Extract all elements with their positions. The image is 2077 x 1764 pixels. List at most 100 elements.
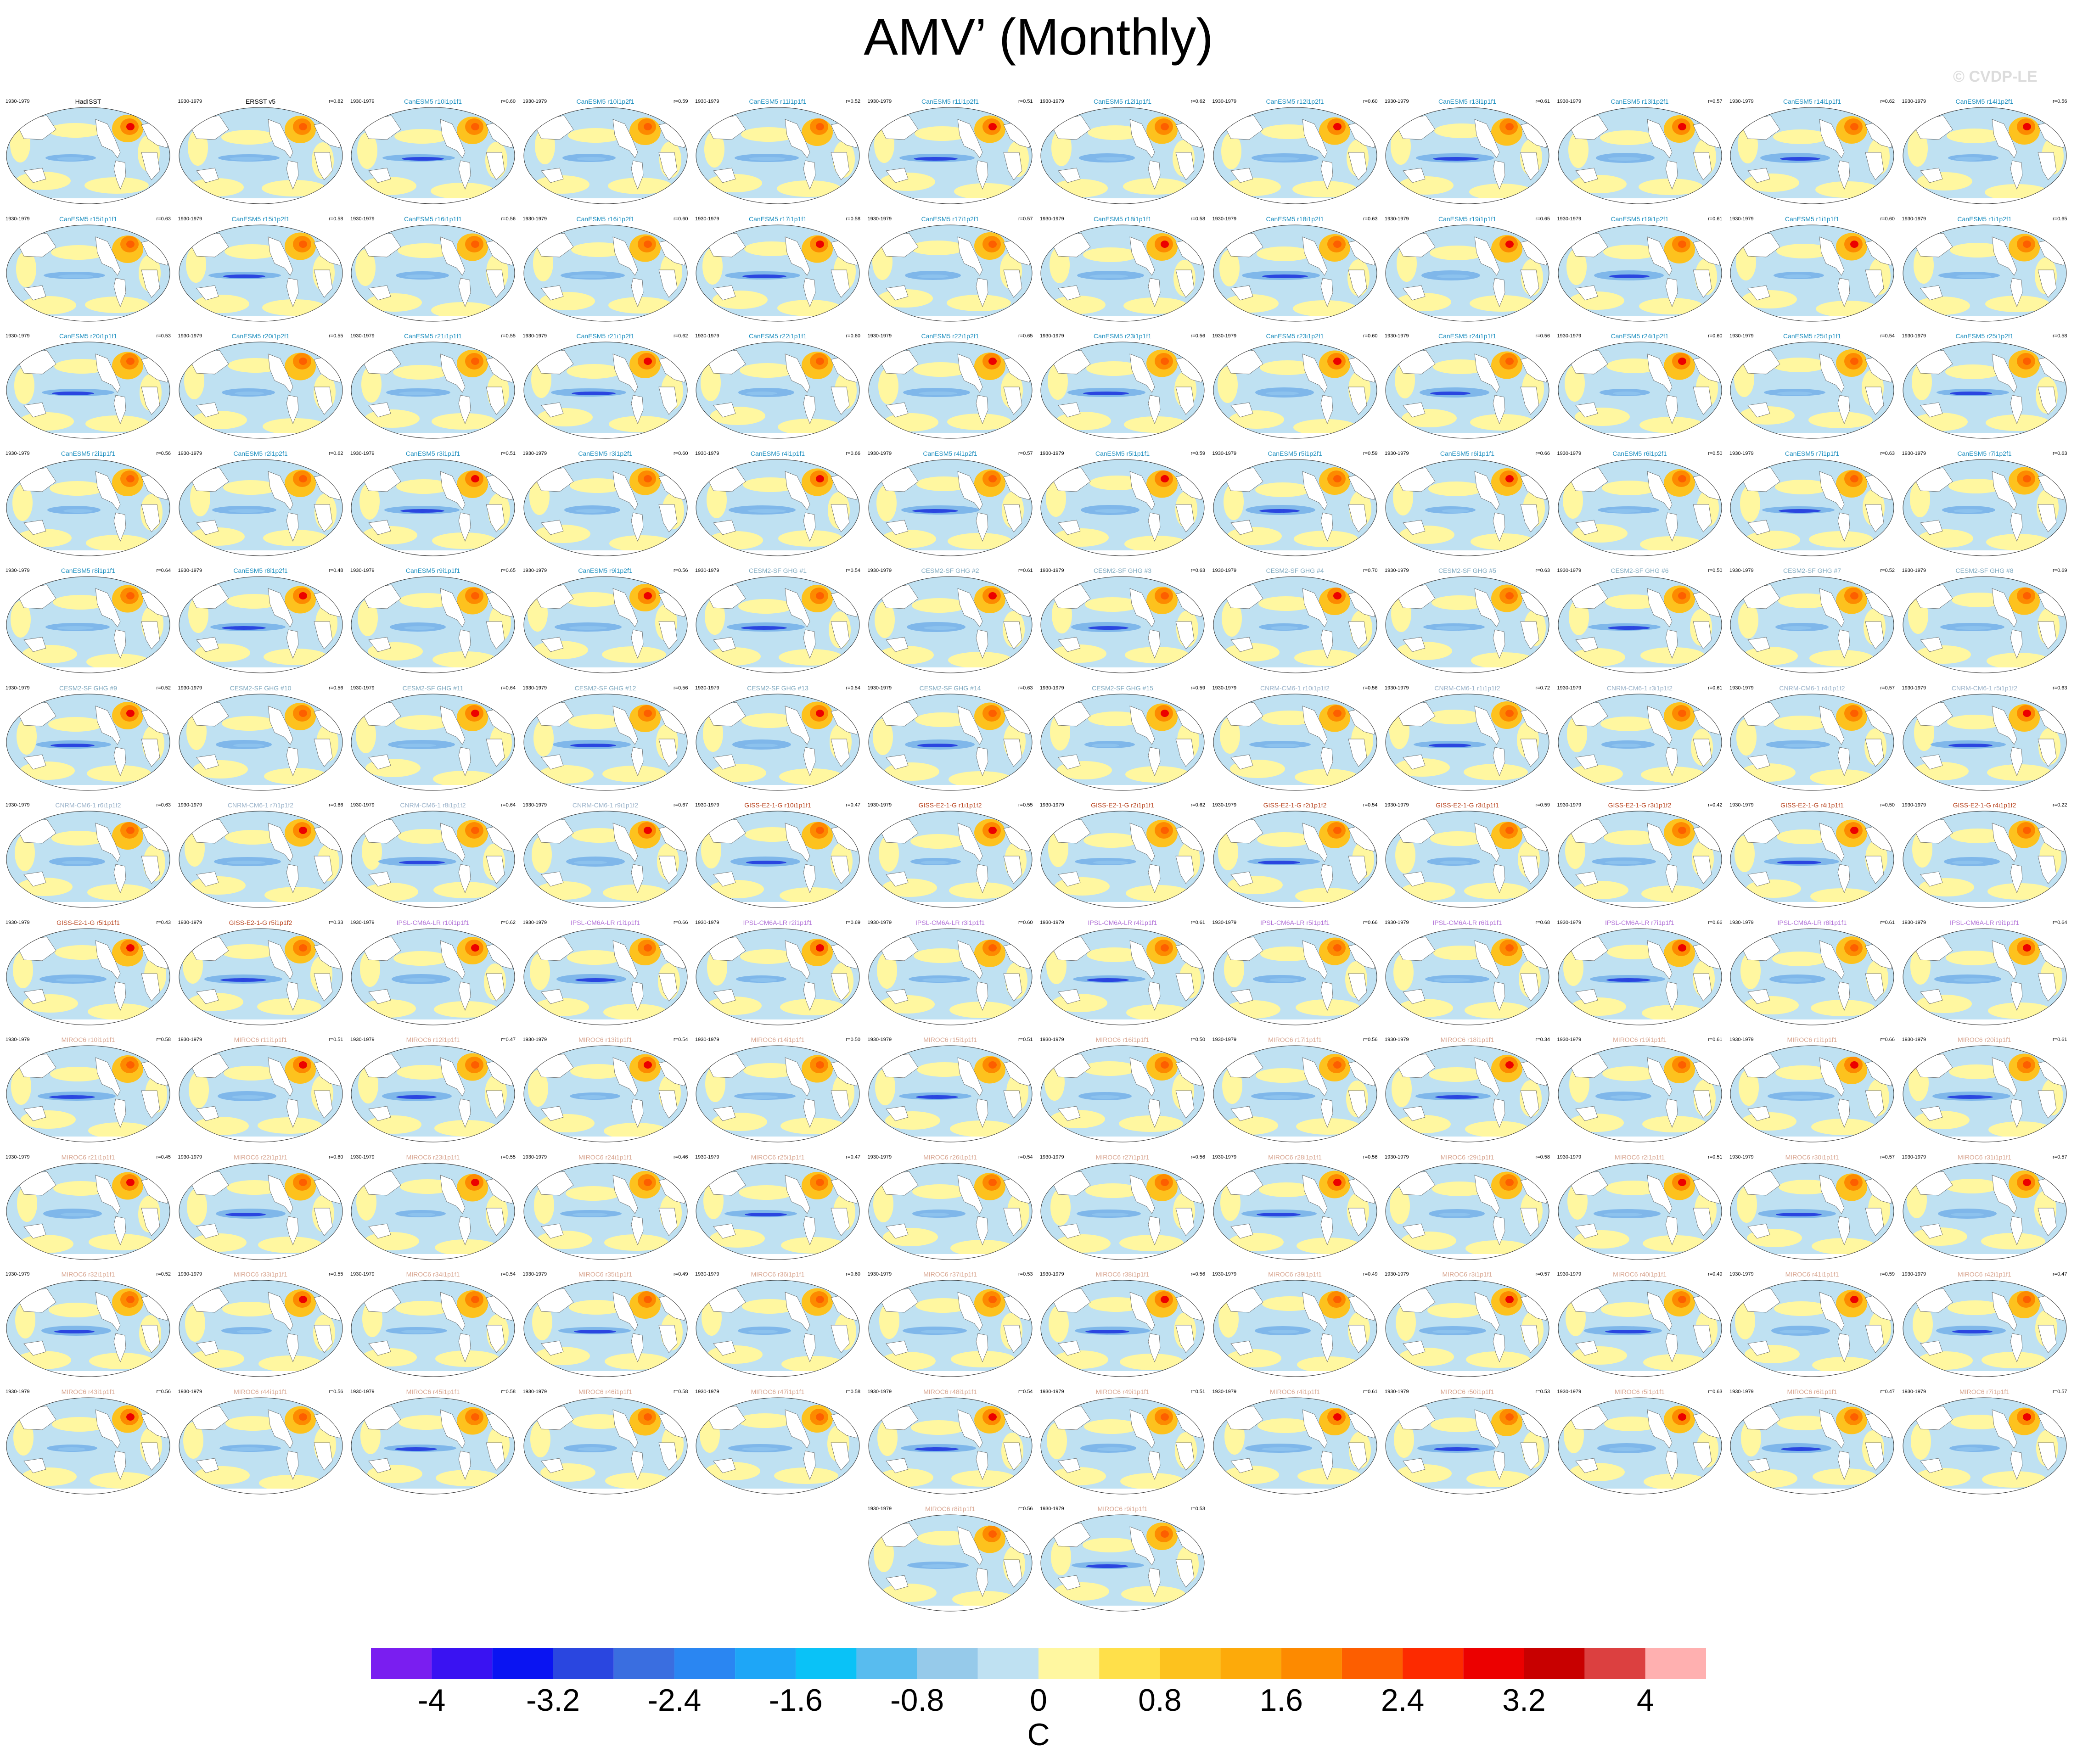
map-panel: 1930-1979 MIROC6 r4i1p1f1 r=0.61 [1212, 1388, 1379, 1497]
panel-period: 1930-1979 [1040, 1271, 1064, 1277]
panel-label: CNRM-CM6-1 r7i1p1f2 [227, 801, 294, 809]
sst-anomaly-map [1558, 1280, 1722, 1377]
panel-correlation: r=0.56 [674, 685, 688, 691]
map-panel: 1930-1979 MIROC6 r5i1p1f1 r=0.63 [1556, 1388, 1723, 1497]
sst-anomaly-map [1385, 928, 1549, 1025]
map-panel: 1930-1979 GISS-E2-1-G r3i1p1f1 r=0.59 [1384, 801, 1551, 910]
panel-period: 1930-1979 [6, 568, 30, 573]
sst-anomaly-map [696, 694, 860, 790]
panel-correlation: r=0.58 [2053, 333, 2067, 339]
panel-label: MIROC6 r36i1p1f1 [751, 1271, 805, 1278]
map-panel: 1930-1979 IPSL-CM6A-LR r10i1p1f1 r=0.62 [349, 918, 516, 1028]
sst-anomaly-map [1213, 1397, 1377, 1494]
panel-label: CESM2-SF GHG #13 [747, 684, 808, 692]
panel-correlation: r=0.59 [1880, 1271, 1895, 1277]
map-panel: 1930-1979 CanESM5 r1i1p1f1 r=0.60 [1729, 215, 1896, 324]
colorbar-segment [1342, 1648, 1403, 1679]
map-panel: 1930-1979 CanESM5 r4i1p1f1 r=0.66 [694, 449, 861, 559]
panel-label: CanESM5 r1i1p1f1 [1785, 215, 1840, 223]
sst-anomaly-map [179, 694, 342, 790]
panel-label: CanESM5 r13i1p1f1 [1438, 98, 1497, 105]
panel-correlation: r=0.65 [1535, 216, 1550, 222]
sst-anomaly-map [1558, 928, 1722, 1025]
sst-anomaly-map [1040, 1514, 1205, 1612]
sst-anomaly-map [1558, 811, 1722, 908]
map-panel: 1930-1979 CanESM5 r15i1p1f1 r=0.63 [5, 215, 172, 324]
map-panel: 1930-1979 MIROC6 r21i1p1f1 r=0.45 [5, 1153, 172, 1262]
map-panel: 1930-1979 MIROC6 r28i1p1f1 r=0.56 [1212, 1153, 1379, 1262]
sst-anomaly-map [868, 694, 1032, 790]
panel-label: MIROC6 r32i1p1f1 [61, 1271, 115, 1278]
panel-period: 1930-1979 [1385, 802, 1409, 808]
panel-period: 1930-1979 [178, 802, 202, 808]
panel-correlation: r=0.42 [1708, 802, 1723, 808]
map-panel: 1930-1979 CanESM5 r3i1p1f1 r=0.51 [349, 449, 516, 559]
sst-anomaly-map [1213, 1280, 1377, 1377]
panel-correlation: r=0.56 [2053, 99, 2067, 104]
map-panel: 1930-1979 MIROC6 r19i1p1f1 r=0.61 [1556, 1036, 1723, 1145]
sst-anomaly-map [1730, 1280, 1894, 1377]
map-panel: 1930-1979 MIROC6 r29i1p1f1 r=0.58 [1384, 1153, 1551, 1262]
panel-label: CanESM5 r10i1p1f1 [404, 98, 462, 105]
panel-label: MIROC6 r41i1p1f1 [1785, 1271, 1839, 1278]
panel-correlation: r=0.53 [156, 333, 171, 339]
sst-anomaly-map [1558, 459, 1722, 556]
colorbar-units: C [1027, 1717, 1050, 1752]
sst-anomaly-map [523, 1045, 687, 1142]
panel-label: CESM2-SF GHG #12 [574, 684, 636, 692]
map-panel: 1930-1979 CanESM5 r13i1p1f1 r=0.61 [1384, 97, 1551, 207]
sst-anomaly-map [1903, 1397, 2066, 1494]
panel-period: 1930-1979 [1557, 1154, 1582, 1160]
colorbar-segment [856, 1648, 917, 1679]
panel-label: MIROC6 r30i1p1f1 [1785, 1153, 1839, 1161]
panel-label: CNRM-CM6-1 r4i1p1f2 [1779, 684, 1845, 692]
panel-label: CNRM-CM6-1 r9i1p1f2 [572, 801, 639, 809]
map-panel: 1930-1979 MIROC6 r46i1p1f1 r=0.58 [522, 1388, 689, 1497]
panel-label: CanESM5 r10i1p2f1 [576, 98, 634, 105]
panel-correlation: r=0.60 [501, 99, 516, 104]
map-panel: 1930-1979 CanESM5 r6i1p2f1 r=0.50 [1556, 449, 1723, 559]
sst-anomaly-map [1040, 459, 1205, 556]
panel-label: MIROC6 r14i1p1f1 [751, 1036, 805, 1043]
panel-correlation: r=0.58 [501, 1389, 516, 1394]
panel-correlation: r=0.63 [1363, 216, 1378, 222]
map-panel: 1930-1979 IPSL-CM6A-LR r6i1p1f1 r=0.68 [1384, 918, 1551, 1028]
panel-label: CanESM5 r1i1p2f1 [1957, 215, 2012, 223]
sst-anomaly-map [6, 224, 170, 321]
map-panel: 1930-1979 MIROC6 r25i1p1f1 r=0.47 [694, 1153, 861, 1262]
panel-correlation: r=0.58 [1190, 216, 1206, 222]
map-panel: 1930-1979 MIROC6 r18i1p1f1 r=0.34 [1384, 1036, 1551, 1145]
sst-anomaly-map [868, 1280, 1032, 1377]
panel-correlation: r=0.56 [329, 685, 343, 691]
panel-period: 1930-1979 [522, 802, 547, 808]
map-panel: 1930-1979 CESM2-SF GHG #10 r=0.56 [177, 684, 344, 793]
sst-anomaly-map [351, 459, 515, 556]
sst-anomaly-map [1730, 459, 1894, 556]
sst-anomaly-map [868, 1045, 1032, 1142]
panel-correlation: r=0.34 [1535, 1037, 1550, 1042]
panel-label: CanESM5 r23i1p1f1 [1093, 332, 1152, 340]
panel-label: GISS-E2-1-G r5i1p1f2 [229, 918, 292, 926]
panel-correlation: r=0.58 [329, 216, 343, 222]
panel-label: CanESM5 r4i1p2f1 [923, 449, 977, 457]
sst-anomaly-map [1730, 1045, 1894, 1142]
panel-label: CanESM5 r21i1p1f1 [404, 332, 462, 340]
map-panel: 1930-1979 CNRM-CM6-1 r4i1p1f2 r=0.57 [1729, 684, 1896, 793]
colorbar-segment [1524, 1648, 1585, 1679]
map-panel: 1930-1979 CanESM5 r15i1p2f1 r=0.58 [177, 215, 344, 324]
colorbar-segment [1403, 1648, 1464, 1679]
map-panel: 1930-1979 MIROC6 r31i1p1f1 r=0.57 [1901, 1153, 2068, 1262]
sst-anomaly-map [1730, 107, 1894, 204]
panel-period: 1930-1979 [1040, 1506, 1064, 1512]
sst-anomaly-map [1213, 576, 1377, 673]
panel-period: 1930-1979 [350, 802, 375, 808]
panel-period: 1930-1979 [1902, 685, 1926, 691]
panel-period: 1930-1979 [522, 333, 547, 339]
sst-anomaly-map [1040, 342, 1205, 439]
map-panel: 1930-1979 MIROC6 r27i1p1f1 r=0.56 [1039, 1153, 1206, 1262]
panel-correlation: r=0.53 [1018, 1271, 1033, 1277]
colorbar-segment [1099, 1648, 1160, 1679]
panel-label: MIROC6 r6i1p1f1 [1787, 1388, 1837, 1395]
panel-period: 1930-1979 [6, 1154, 30, 1160]
colorbar-segment [674, 1648, 735, 1679]
